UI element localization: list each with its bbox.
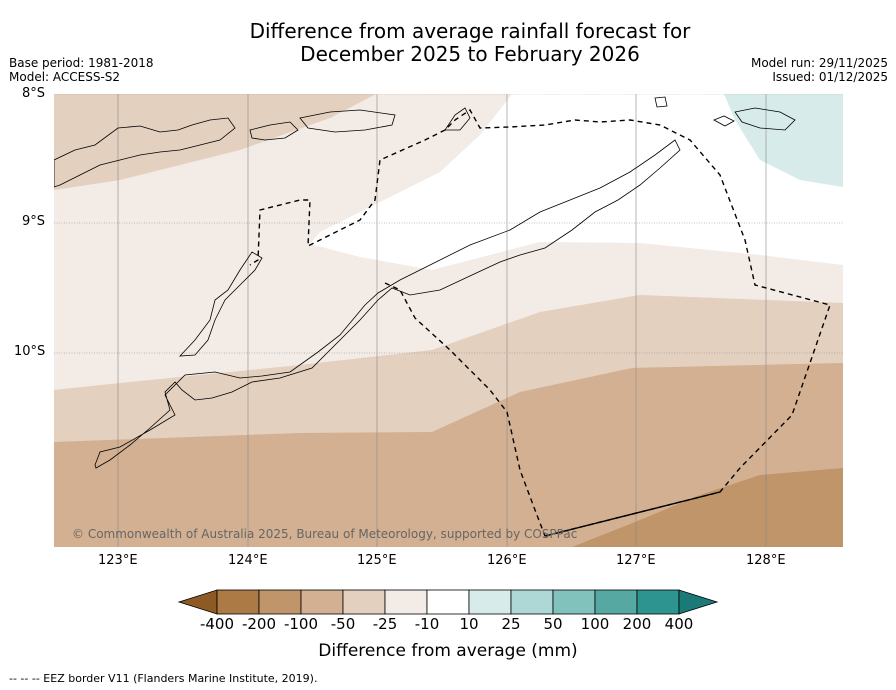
model-label: Model: ACCESS-S2 — [9, 70, 121, 84]
colorbar-swatch — [342, 589, 386, 615]
colorbar-tick-label: 400 — [664, 615, 694, 633]
colorbar-swatch — [510, 589, 554, 615]
meta-left: Base period: 1981-2018 Model: ACCESS-S2 — [9, 56, 154, 84]
lat-label-9s: 9°S — [22, 214, 46, 229]
colorbar-extend-high — [678, 589, 719, 615]
lat-label-10s: 10°S — [14, 344, 46, 359]
band-minus25-north — [54, 94, 376, 190]
island-coast-5 — [654, 96, 668, 108]
colorbar-swatch — [594, 589, 638, 615]
colorbar-tick-label: 10 — [459, 615, 479, 633]
coastlines — [54, 96, 796, 469]
colorbar — [177, 589, 719, 615]
map-title: Difference from average rainfall forecas… — [0, 20, 896, 66]
issued-label: Issued: 01/12/2025 — [772, 70, 888, 84]
colorbar-swatch — [426, 589, 470, 615]
eez-footnote: -- -- -- EEZ border V11 (Flanders Marine… — [9, 672, 318, 685]
colorbar-swatch — [552, 589, 596, 615]
model-run-label: Model run: 29/11/2025 — [750, 56, 888, 70]
colorbar-swatch — [384, 589, 428, 615]
timor-coast — [94, 139, 681, 469]
lon-label-124e: 124°E — [228, 553, 268, 568]
colorbar-tick-label: -25 — [372, 615, 398, 633]
meta-right: Model run: 29/11/2025 Issued: 01/12/2025 — [751, 56, 888, 84]
west-timor-coast — [179, 251, 263, 357]
colorbar-tick-label: -50 — [330, 615, 356, 633]
colorbar-tick-label: 50 — [543, 615, 563, 633]
lon-label-127e: 127°E — [616, 553, 656, 568]
graticule — [54, 94, 843, 547]
eez-border-solid — [544, 491, 721, 537]
eez-border — [249, 108, 831, 537]
band-neutral — [310, 94, 843, 270]
colorbar-swatch — [258, 589, 302, 615]
title-line-1: Difference from average rainfall forecas… — [249, 19, 691, 43]
alor-coast — [249, 121, 299, 141]
colorbar-tick-label: -10 — [414, 615, 440, 633]
colorbar-tick-label: 200 — [622, 615, 652, 633]
lon-label-128e: 128°E — [746, 553, 786, 568]
island-coast-4 — [713, 115, 735, 127]
base-period-label: Base period: 1981-2018 — [9, 56, 154, 70]
lat-label-8s: 8°S — [22, 86, 46, 101]
island-coast-2 — [444, 107, 471, 131]
colorbar-tick-label: 25 — [501, 615, 521, 633]
map-area — [54, 94, 843, 547]
colorbar-swatch — [468, 589, 512, 615]
copyright-notice: © Commonwealth of Australia 2025, Bureau… — [72, 527, 578, 541]
colorbar-swatch — [636, 589, 680, 615]
colorbar-tick-label: -400 — [199, 615, 235, 633]
colorbar-tick-label: -100 — [283, 615, 319, 633]
flores-coast — [54, 117, 236, 188]
lon-label-125e: 125°E — [357, 553, 397, 568]
colorbar-tick-label: -200 — [241, 615, 277, 633]
colorbar-extend-low — [177, 589, 218, 615]
colorbar-swatch — [216, 589, 260, 615]
title-line-2: December 2025 to February 2026 — [300, 42, 640, 66]
colorbar-swatch — [300, 589, 344, 615]
lon-label-123e: 123°E — [98, 553, 138, 568]
colorbar-title: Difference from average (mm) — [318, 641, 578, 661]
band-plus10 — [724, 94, 843, 187]
island-coast-1 — [299, 109, 396, 133]
band-minus100 — [572, 468, 843, 547]
island-coast-3 — [734, 107, 796, 131]
colorbar-tick-label: 100 — [580, 615, 610, 633]
lon-label-126e: 126°E — [487, 553, 527, 568]
